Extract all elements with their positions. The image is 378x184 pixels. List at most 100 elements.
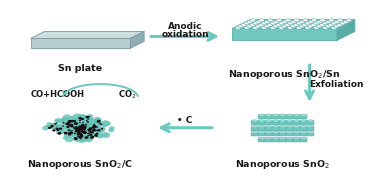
Ellipse shape bbox=[256, 20, 262, 23]
Ellipse shape bbox=[244, 22, 250, 25]
Ellipse shape bbox=[96, 130, 98, 131]
Ellipse shape bbox=[93, 120, 96, 122]
Ellipse shape bbox=[67, 123, 70, 126]
Ellipse shape bbox=[276, 23, 282, 26]
Ellipse shape bbox=[322, 22, 328, 25]
Ellipse shape bbox=[331, 26, 337, 29]
Ellipse shape bbox=[48, 127, 51, 129]
Ellipse shape bbox=[82, 121, 86, 124]
Ellipse shape bbox=[293, 114, 300, 116]
Polygon shape bbox=[286, 121, 293, 125]
Polygon shape bbox=[286, 138, 293, 142]
Ellipse shape bbox=[87, 129, 90, 131]
Ellipse shape bbox=[91, 137, 93, 138]
Ellipse shape bbox=[68, 124, 76, 130]
Ellipse shape bbox=[74, 120, 76, 122]
Ellipse shape bbox=[70, 132, 72, 134]
Ellipse shape bbox=[88, 130, 91, 132]
Ellipse shape bbox=[71, 126, 79, 131]
Ellipse shape bbox=[77, 126, 85, 130]
Ellipse shape bbox=[78, 126, 81, 128]
Ellipse shape bbox=[84, 129, 88, 132]
Ellipse shape bbox=[76, 125, 82, 129]
Ellipse shape bbox=[87, 132, 90, 134]
Ellipse shape bbox=[94, 117, 99, 120]
Ellipse shape bbox=[79, 126, 86, 131]
Ellipse shape bbox=[96, 118, 102, 121]
Ellipse shape bbox=[68, 131, 75, 135]
Ellipse shape bbox=[56, 126, 59, 128]
Ellipse shape bbox=[101, 132, 110, 138]
Ellipse shape bbox=[288, 26, 293, 29]
Ellipse shape bbox=[83, 116, 91, 121]
Ellipse shape bbox=[293, 126, 300, 128]
Ellipse shape bbox=[75, 130, 78, 133]
Ellipse shape bbox=[64, 132, 68, 135]
Ellipse shape bbox=[279, 126, 286, 128]
Polygon shape bbox=[258, 121, 265, 125]
Ellipse shape bbox=[79, 129, 82, 131]
Ellipse shape bbox=[79, 127, 81, 129]
Ellipse shape bbox=[65, 137, 73, 142]
Ellipse shape bbox=[78, 140, 83, 142]
Ellipse shape bbox=[76, 125, 82, 128]
Ellipse shape bbox=[56, 120, 59, 122]
Ellipse shape bbox=[79, 126, 82, 128]
Ellipse shape bbox=[81, 130, 83, 131]
Ellipse shape bbox=[56, 130, 62, 134]
Ellipse shape bbox=[78, 125, 81, 127]
Ellipse shape bbox=[77, 123, 85, 129]
Ellipse shape bbox=[279, 120, 286, 122]
Ellipse shape bbox=[59, 128, 62, 130]
Ellipse shape bbox=[77, 126, 84, 130]
Ellipse shape bbox=[265, 120, 272, 122]
Polygon shape bbox=[293, 115, 300, 119]
Ellipse shape bbox=[325, 20, 331, 23]
Ellipse shape bbox=[78, 135, 84, 138]
Ellipse shape bbox=[56, 129, 60, 131]
Ellipse shape bbox=[83, 130, 86, 132]
Ellipse shape bbox=[293, 131, 300, 134]
Ellipse shape bbox=[74, 127, 78, 130]
Polygon shape bbox=[258, 138, 265, 142]
Ellipse shape bbox=[76, 126, 84, 131]
Ellipse shape bbox=[87, 123, 93, 127]
Polygon shape bbox=[272, 138, 279, 142]
Ellipse shape bbox=[74, 132, 78, 134]
Ellipse shape bbox=[86, 135, 91, 138]
Ellipse shape bbox=[247, 20, 253, 23]
Ellipse shape bbox=[251, 131, 258, 134]
Ellipse shape bbox=[75, 140, 79, 142]
Ellipse shape bbox=[307, 131, 314, 134]
Ellipse shape bbox=[76, 125, 85, 130]
Ellipse shape bbox=[90, 132, 92, 133]
Ellipse shape bbox=[63, 114, 71, 120]
Ellipse shape bbox=[296, 26, 302, 29]
Ellipse shape bbox=[82, 127, 85, 130]
Ellipse shape bbox=[68, 125, 75, 130]
Ellipse shape bbox=[94, 132, 102, 137]
Ellipse shape bbox=[70, 123, 76, 126]
Ellipse shape bbox=[80, 115, 88, 120]
Ellipse shape bbox=[85, 132, 89, 135]
Ellipse shape bbox=[88, 132, 93, 135]
Ellipse shape bbox=[82, 122, 84, 123]
Ellipse shape bbox=[79, 137, 84, 140]
Ellipse shape bbox=[272, 137, 279, 139]
Ellipse shape bbox=[71, 116, 74, 118]
Ellipse shape bbox=[286, 120, 293, 122]
Ellipse shape bbox=[346, 19, 352, 22]
Ellipse shape bbox=[96, 127, 105, 132]
Ellipse shape bbox=[93, 132, 99, 135]
Ellipse shape bbox=[83, 131, 87, 134]
Ellipse shape bbox=[94, 134, 98, 137]
Text: Exfoliation: Exfoliation bbox=[309, 79, 364, 89]
Ellipse shape bbox=[320, 19, 325, 22]
Ellipse shape bbox=[67, 124, 72, 128]
Ellipse shape bbox=[79, 126, 83, 129]
Ellipse shape bbox=[76, 131, 81, 135]
Ellipse shape bbox=[77, 133, 80, 135]
Polygon shape bbox=[232, 29, 337, 40]
Ellipse shape bbox=[58, 129, 65, 133]
Polygon shape bbox=[272, 132, 279, 137]
